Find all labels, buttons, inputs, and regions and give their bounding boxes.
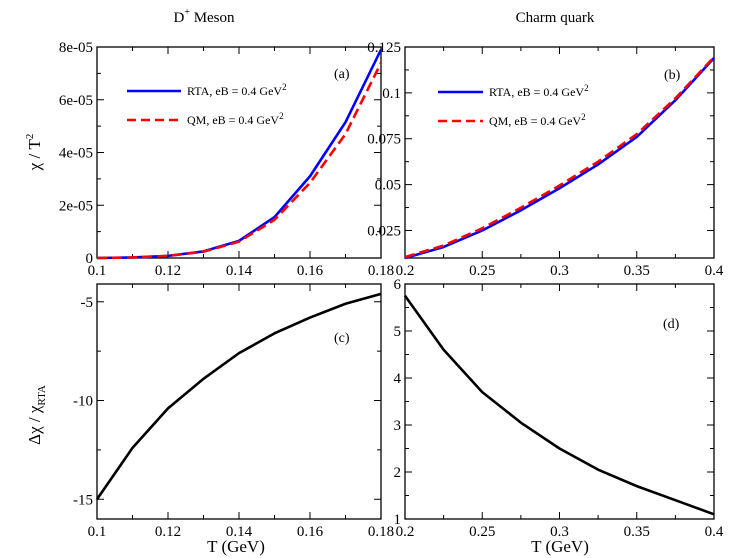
y-tick-label-c: -5	[81, 295, 94, 311]
x-tick-label-d: 0.4	[705, 524, 724, 540]
x-tick-label-b: 0.3	[550, 263, 569, 279]
y-tick-label-d: 5	[394, 324, 402, 340]
y-tick-label-c: -15	[73, 492, 93, 508]
series-line-b-1	[404, 56, 715, 259]
plot-frame-c	[96, 283, 382, 520]
x-tick-label-a: 0.18	[368, 263, 394, 279]
x-tick-label-b: 0.4	[705, 263, 724, 279]
panels: 0.1 0.12 0.14 0.16 0.1802e-054e-056e-058e-05…	[59, 40, 724, 540]
x-tick-label-c: 0.18	[368, 524, 394, 540]
panel-label-d: (d)	[663, 317, 680, 332]
x-tick-label-c: 0.16	[297, 524, 324, 540]
x-tick-label-d: 0.3	[550, 524, 569, 540]
x-tick-label-a: 0.16	[297, 263, 324, 279]
x-tick-label-d: 0.2	[396, 524, 415, 540]
y-tick-label-d: 6	[394, 277, 402, 293]
left-column-title: D+ Meson	[173, 7, 235, 26]
panel-d: 0.2 0.25 0.3 0.35 0.4 1 2 3 4 5 6 (d)	[394, 277, 724, 540]
x-axis-title-left: T (GeV)	[207, 537, 265, 556]
y-tick-label-d: 2	[394, 465, 402, 481]
legend-label-b-1: QM, eB = 0.4 GeV2	[489, 112, 586, 128]
y-tick-label-a: 4e-05	[59, 146, 93, 162]
x-tick-label-a: 0.14	[226, 263, 253, 279]
x-tick-label-c: 0.12	[155, 524, 181, 540]
y-tick-label-d: 1	[394, 512, 402, 528]
series-line-a-1	[96, 62, 383, 260]
legend-label-a-0: RTA, eB = 0.4 GeV2	[187, 82, 287, 98]
y-axis-title-top: χ / T2	[24, 134, 44, 172]
y-tick-label-a: 6e-05	[59, 93, 93, 109]
series-line-b-0	[404, 57, 715, 260]
x-tick-label-b: 0.2	[396, 263, 415, 279]
y-tick-label-b: 0.075	[367, 132, 401, 148]
panel-a: 0.1 0.12 0.14 0.16 0.18 0 2e-05 4e-05 6e-05 8e-05…	[59, 40, 394, 279]
y-tick-label-a: 2e-05	[59, 198, 93, 214]
y-tick-label-b: 0.05	[375, 178, 401, 194]
x-tick-label-d: 0.25	[469, 524, 495, 540]
legend-label-a-1: QM, eB = 0.4 GeV2	[187, 111, 284, 127]
y-tick-label-d: 4	[394, 371, 402, 387]
legend-label-b-0: RTA, eB = 0.4 GeV2	[489, 83, 589, 99]
x-tick-label-d: 0.35	[624, 524, 650, 540]
y-tick-label-c: -10	[73, 394, 93, 410]
panel-label-a: (a)	[334, 67, 350, 82]
y-tick-label-b: 0.025	[367, 223, 401, 239]
x-tick-label-a: 0.12	[155, 263, 181, 279]
panel-label-c: (c)	[334, 331, 350, 346]
panel-label-b: (b)	[664, 68, 681, 83]
panel-b: 0.2 0.25 0.3 0.35 0.4 0.025 0.05 0.075 0.1 0.125 R…	[367, 40, 724, 279]
panel-c: 0.1 0.12 0.14 0.16 0.18 -15 -10 -5 (c)	[73, 283, 394, 540]
y-tick-label-b: 0.125	[367, 40, 401, 56]
y-tick-label-d: 3	[394, 418, 402, 434]
series-line-c-0	[95, 292, 382, 500]
y-tick-label-a: 8e-05	[59, 40, 93, 56]
y-axis-title-bottom: Δχ / χRTA	[25, 385, 48, 445]
x-axis-title-right: T (GeV)	[531, 537, 589, 556]
x-tick-label-b: 0.35	[624, 263, 650, 279]
x-tick-label-b: 0.25	[469, 263, 495, 279]
x-tick-label-a: 0.1	[88, 263, 107, 279]
series-line-d-0	[403, 294, 715, 516]
y-tick-label-b: 0.1	[382, 86, 401, 102]
x-tick-label-c: 0.14	[226, 524, 253, 540]
y-tick-label-a: 0	[86, 251, 94, 267]
right-column-title: Charm quark	[516, 10, 595, 26]
x-tick-label-c: 0.1	[88, 524, 107, 540]
